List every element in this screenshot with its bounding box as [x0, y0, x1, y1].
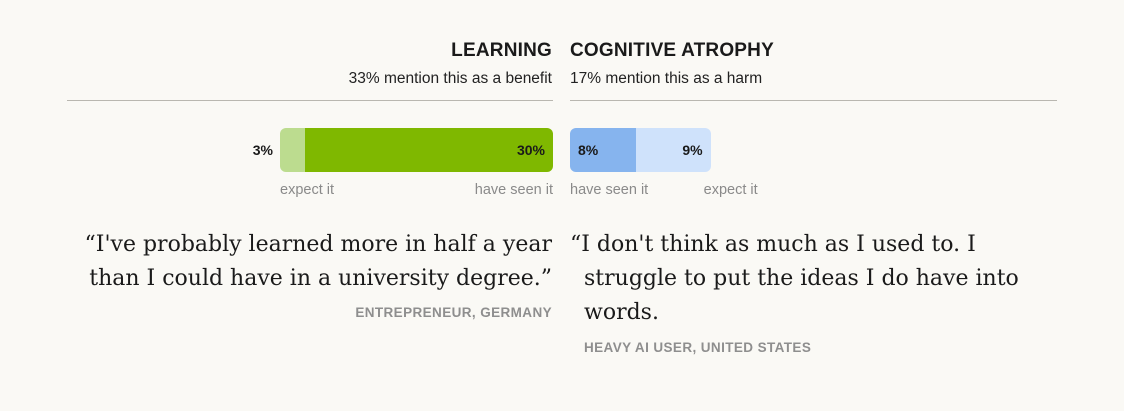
learning-seen-segment: 30% [304, 128, 553, 172]
learning-bar: 30% [280, 128, 553, 172]
learning-expect-axis-label: expect it [280, 182, 334, 198]
atrophy-subtitle: 17% mention this as a harm [570, 70, 763, 87]
learning-title: LEARNING [451, 40, 552, 61]
atrophy-seen-value-label: 8% [578, 142, 599, 158]
atrophy-quote: “I don't think as much as I used to. I s… [570, 232, 1019, 325]
learning-subtitle: 33% mention this as a benefit [348, 70, 552, 87]
learning-divider [67, 100, 553, 101]
learning-quote: “I've probably learned more in half a ye… [84, 232, 552, 291]
learning-expect-value-label: 3% [252, 142, 273, 158]
atrophy-seen-segment: 8% [570, 128, 637, 172]
learning-seen-value-label: 30% [516, 142, 545, 158]
atrophy-seen-axis-label: have seen it [570, 182, 649, 198]
learning-expect-segment [280, 128, 305, 172]
atrophy-expect-axis-label: expect it [703, 182, 758, 198]
learning-seen-axis-label: have seen it [474, 182, 553, 198]
atrophy-divider [570, 100, 1057, 101]
atrophy-expect-segment: 9% [636, 128, 711, 172]
atrophy-quote-attribution: HEAVY AI USER, UNITED STATES [584, 340, 812, 355]
atrophy-title: COGNITIVE ATROPHY [570, 40, 774, 61]
learning-quote-attribution: ENTREPRENEUR, GERMANY [355, 305, 552, 320]
atrophy-expect-value-label: 9% [682, 142, 703, 158]
atrophy-bar: 8% 9% [570, 128, 711, 172]
